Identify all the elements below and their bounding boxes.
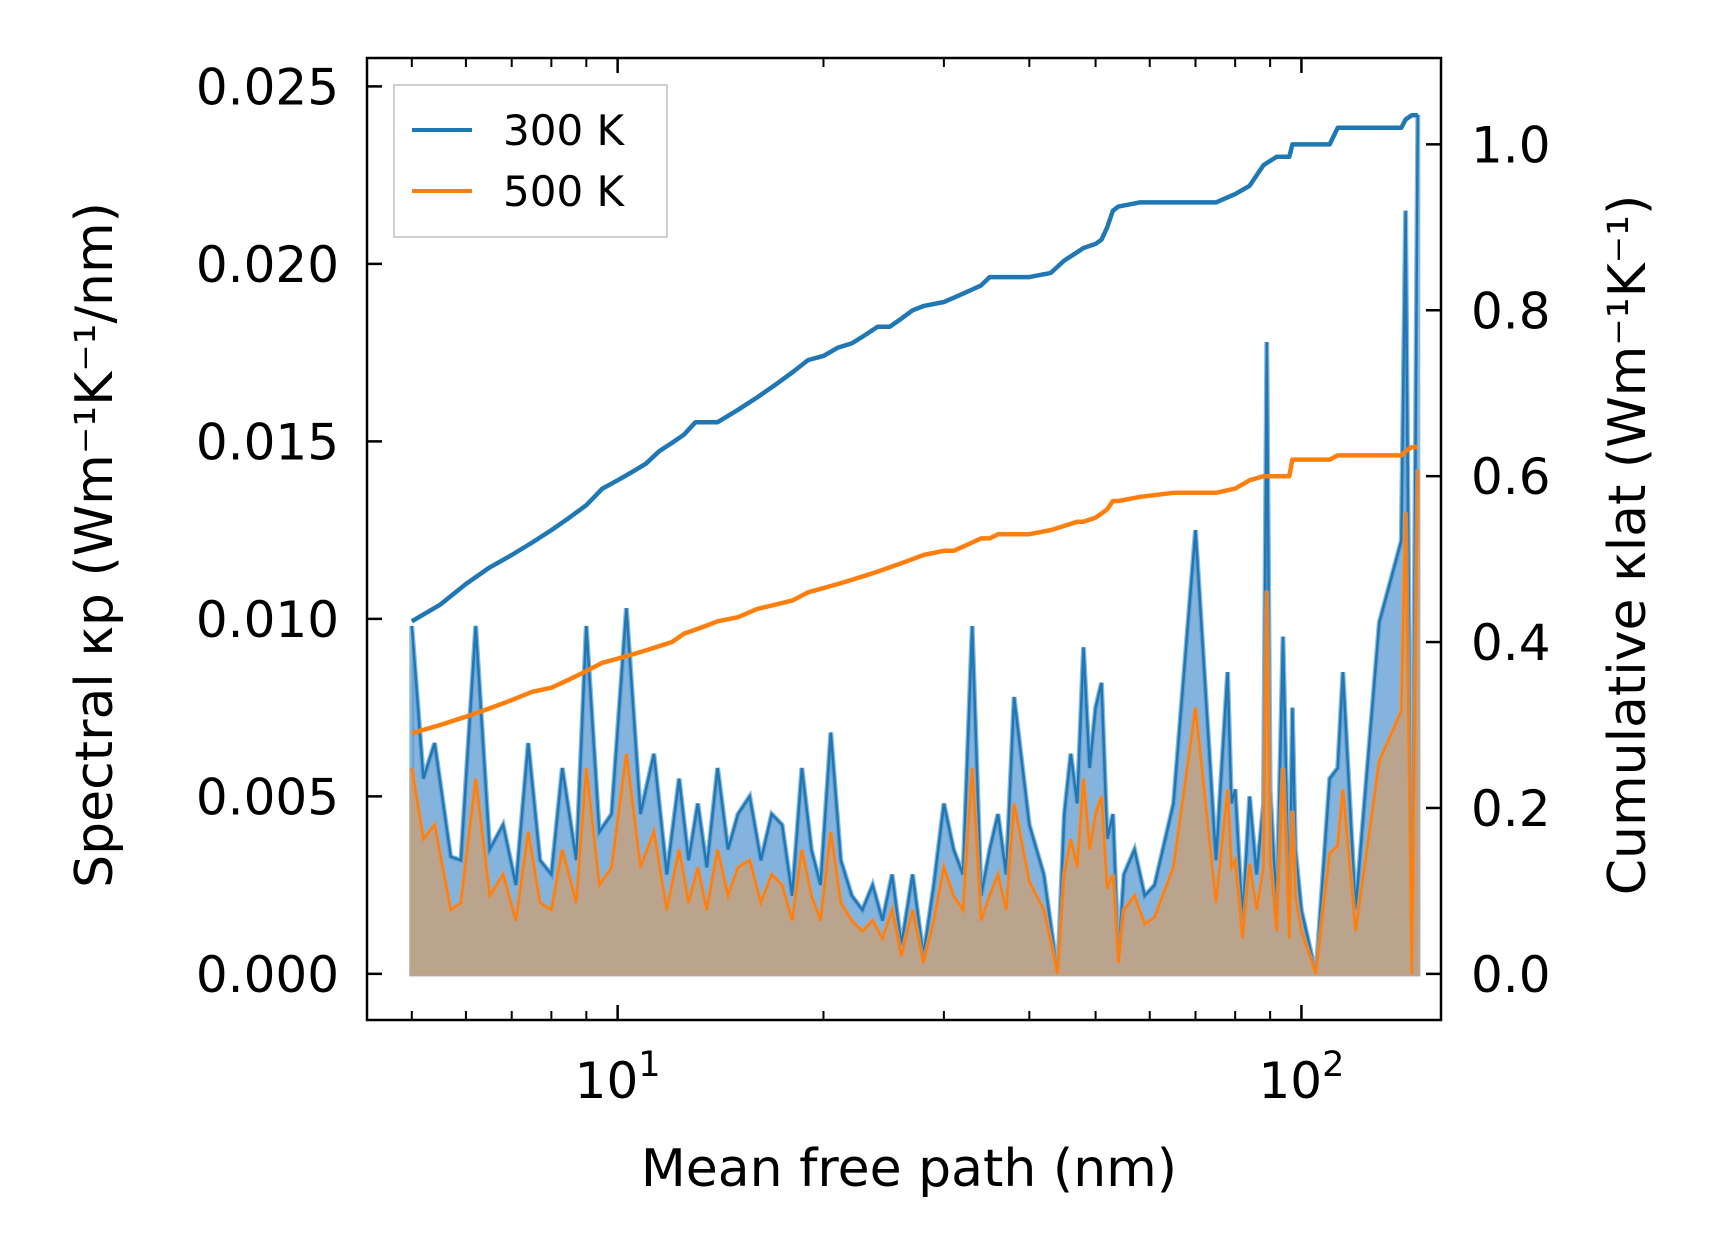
cumulative-line-500k	[411, 444, 1418, 736]
spectral-line-500k	[410, 469, 1420, 975]
y-left-tick-label: 0.025	[196, 58, 339, 116]
y-axis-label-right: Cumulative κlat (Wm⁻¹K⁻¹)	[1598, 195, 1658, 896]
spectral-line-300k	[410, 114, 1420, 975]
y-left-tick-label: 0.010	[196, 591, 339, 649]
cumulative-line-300k	[410, 113, 1418, 624]
y-right-tick-label: 0.8	[1471, 282, 1551, 340]
data-layer	[409, 113, 1421, 977]
x-tick-label-exponent: 2	[1322, 1045, 1344, 1085]
legend-label-500k: 500 K	[503, 167, 626, 216]
y-left-tick-label: 0.015	[196, 413, 339, 471]
x-tick-label-base: 10	[1258, 1052, 1322, 1110]
legend: 300 K 500 K	[393, 84, 668, 238]
ylabel-left-text: Spectral κp (Wm⁻¹K⁻¹/nm)	[65, 202, 125, 888]
plot-frame	[365, 56, 1443, 1022]
x-tick-label: 101	[575, 1045, 661, 1110]
y-left-tick-label: 0.000	[196, 946, 339, 1004]
legend-label-300k: 300 K	[503, 106, 626, 155]
legend-frame	[393, 84, 668, 238]
x-tick-label-exponent: 1	[638, 1045, 660, 1085]
y-right-tick-label: 0.4	[1471, 614, 1551, 672]
x-tick-label: 102	[1258, 1045, 1344, 1110]
axes-layer: 0.000 0.005 0.010 0.015 0.020 0.025 0.0 0.2 0.4 0…	[196, 56, 1551, 1110]
y-axis-label-left: Spectral κp (Wm⁻¹K⁻¹/nm)	[65, 202, 125, 888]
x-tick-label-base: 10	[575, 1052, 639, 1110]
y-right-tick-label: 1.0	[1471, 116, 1551, 174]
y-right-tick-label: 0.2	[1471, 780, 1551, 838]
y-right-tick-label: 0.6	[1471, 448, 1551, 506]
ylabel-right-text: Cumulative κlat (Wm⁻¹K⁻¹)	[1598, 195, 1658, 896]
y-left-tick-label: 0.005	[196, 768, 339, 826]
x-axis-label: Mean free path (nm)	[641, 1139, 1177, 1199]
y-right-tick-label: 0.0	[1471, 946, 1551, 1004]
y-left-tick-label: 0.020	[196, 236, 339, 294]
